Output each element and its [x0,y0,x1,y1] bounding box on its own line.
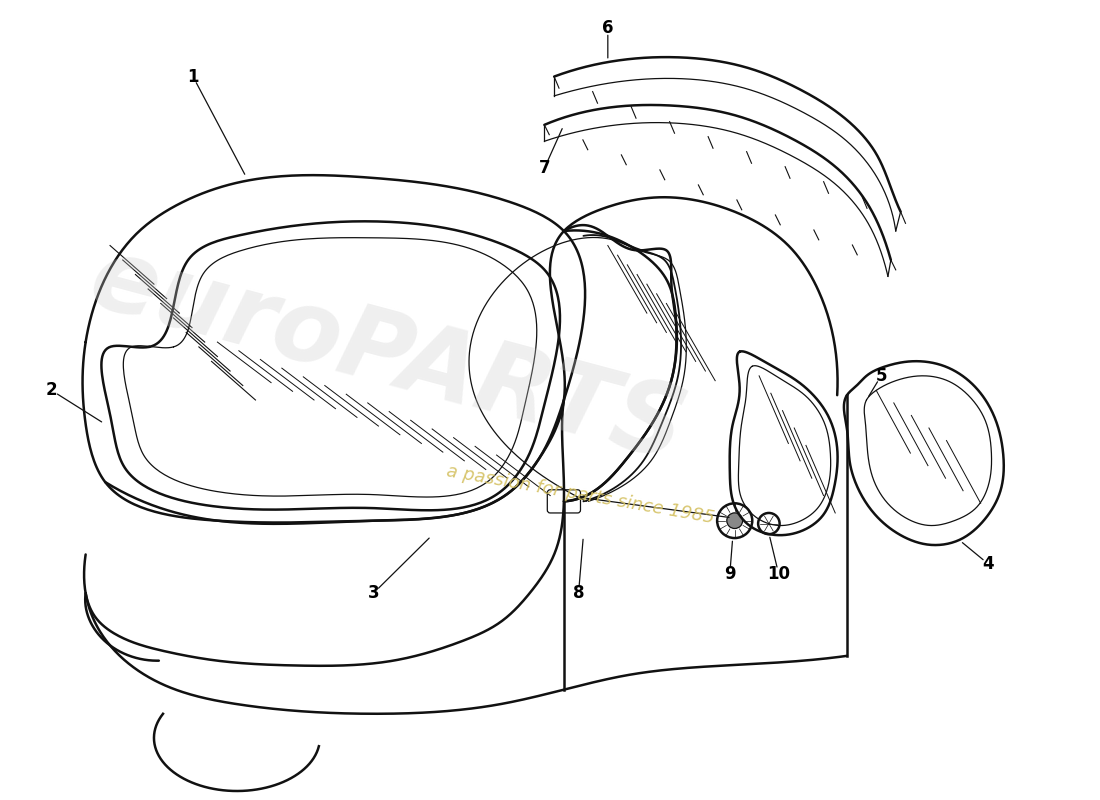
Circle shape [727,513,742,529]
FancyBboxPatch shape [548,490,581,513]
Text: euroPARTS: euroPARTS [79,230,695,482]
Text: 5: 5 [876,367,887,385]
Text: 9: 9 [724,565,736,582]
Circle shape [717,503,752,538]
Text: 3: 3 [367,584,380,602]
Text: 1: 1 [187,67,199,86]
Text: 7: 7 [539,159,550,178]
Circle shape [758,513,780,534]
Text: 4: 4 [982,555,994,573]
Text: a passion for parts since 1985: a passion for parts since 1985 [446,462,716,527]
Text: 8: 8 [573,584,584,602]
Text: 6: 6 [602,19,614,38]
Text: 10: 10 [767,565,790,582]
Text: 2: 2 [46,382,57,399]
